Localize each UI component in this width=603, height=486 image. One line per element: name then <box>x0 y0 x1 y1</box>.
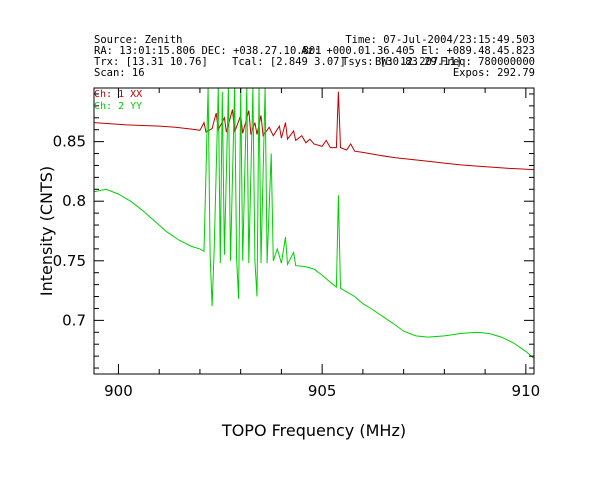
time-label: Time: 07-Jul-2004/23:15:49.503 <box>345 34 535 46</box>
expos-label: Expos: 292.79 <box>452 67 535 79</box>
x-tick-label: 900 <box>104 382 133 400</box>
legend-entry-2: Ch: 2 YY <box>94 101 142 112</box>
bandwidth-label: BW: 12.207 <box>375 56 439 68</box>
y-tick-label: 0.75 <box>53 252 86 270</box>
ticks-layer: 900 905 910 0.7 0.75 0.8 0.85 <box>53 88 541 400</box>
plot-frame <box>93 87 535 375</box>
x-tick-label: 910 <box>512 382 541 400</box>
scan-label: Scan: 16 <box>94 67 145 79</box>
tsys-label: Tsys: [30.83 29.11] <box>342 56 463 68</box>
legend-entry-1: Ch: 1 XX <box>94 89 142 100</box>
series-layer <box>94 88 534 359</box>
y-tick-label: 0.8 <box>62 192 86 210</box>
x-tick-label: 905 <box>308 382 337 400</box>
y-tick-label: 0.85 <box>53 133 86 151</box>
x-axis-title: TOPO Frequency (MHz) <box>221 421 406 440</box>
series-line-2 <box>94 88 534 359</box>
source-label: Source: Zenith <box>94 34 183 46</box>
freq-label: Freq: 780000000 <box>440 56 535 68</box>
tcal-label: Tcal: [2.849 3.07] <box>232 56 346 68</box>
series-line-1 <box>94 91 534 171</box>
y-tick-label: 0.7 <box>62 311 86 329</box>
y-axis-title: Intensity (CNTS) <box>37 166 56 296</box>
ra-dec-label: RA: 13:01:15.806 DEC: +038.27.10.801 <box>94 45 322 57</box>
trx-label: Trx: [13.31 10.76] <box>94 56 208 68</box>
az-el-label: Az: +000.01.36.405 El: +089.48.45.823 <box>301 45 535 57</box>
